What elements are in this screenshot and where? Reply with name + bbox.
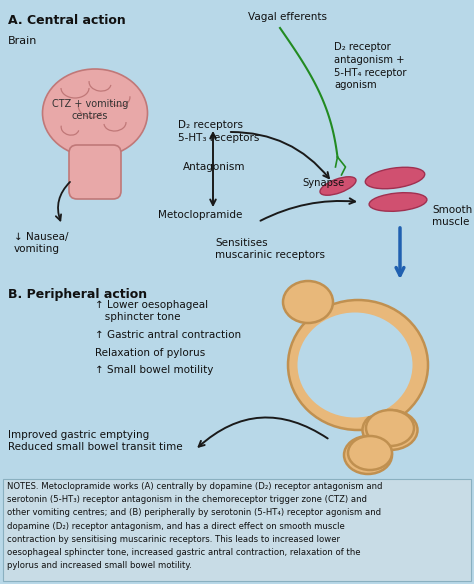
Text: D₂ receptor
antagonism +
5-HT₄ receptor
agonism: D₂ receptor antagonism + 5-HT₄ receptor … bbox=[334, 42, 407, 91]
Text: D₂ receptors
5-HT₃ receptors: D₂ receptors 5-HT₃ receptors bbox=[178, 120, 259, 143]
Text: Improved gastric emptying
Reduced small bowel transit time: Improved gastric emptying Reduced small … bbox=[8, 430, 182, 453]
Text: Antagonism: Antagonism bbox=[183, 162, 246, 172]
Text: NOTES. Metoclopramide works (A) centrally by dopamine (D₂) receptor antagonism a: NOTES. Metoclopramide works (A) centrall… bbox=[7, 482, 383, 491]
Text: Synapse: Synapse bbox=[302, 178, 344, 188]
Ellipse shape bbox=[283, 281, 333, 323]
Text: ↑ Lower oesophageal
   sphincter tone: ↑ Lower oesophageal sphincter tone bbox=[95, 300, 208, 322]
FancyBboxPatch shape bbox=[69, 145, 121, 199]
Ellipse shape bbox=[298, 312, 412, 418]
Text: B. Peripheral action: B. Peripheral action bbox=[8, 288, 147, 301]
Text: CTZ + vomiting
centres: CTZ + vomiting centres bbox=[52, 99, 128, 121]
Text: Vagal efferents: Vagal efferents bbox=[248, 12, 327, 22]
Ellipse shape bbox=[43, 69, 147, 157]
FancyBboxPatch shape bbox=[3, 479, 471, 581]
Ellipse shape bbox=[288, 300, 428, 430]
Text: dopamine (D₂) receptor antagonism, and has a direct effect on smooth muscle: dopamine (D₂) receptor antagonism, and h… bbox=[7, 522, 345, 531]
Ellipse shape bbox=[369, 193, 427, 211]
Text: serotonin (5-HT₃) receptor antagonism in the chemoreceptor trigger zone (CTZ) an: serotonin (5-HT₃) receptor antagonism in… bbox=[7, 495, 367, 504]
Ellipse shape bbox=[320, 177, 356, 195]
Text: A. Central action: A. Central action bbox=[8, 14, 126, 27]
Ellipse shape bbox=[363, 410, 418, 450]
Ellipse shape bbox=[365, 167, 425, 189]
Text: Metoclopramide: Metoclopramide bbox=[158, 210, 242, 220]
Text: ↓ Nausea/
vomiting: ↓ Nausea/ vomiting bbox=[14, 232, 69, 255]
Text: Relaxation of pylorus: Relaxation of pylorus bbox=[95, 348, 205, 358]
Text: Smooth
muscle: Smooth muscle bbox=[432, 205, 472, 227]
Text: pylorus and increased small bowel motility.: pylorus and increased small bowel motili… bbox=[7, 561, 192, 570]
Text: Brain: Brain bbox=[8, 36, 37, 46]
Ellipse shape bbox=[344, 436, 392, 474]
Text: ↑ Gastric antral contraction: ↑ Gastric antral contraction bbox=[95, 330, 241, 340]
Ellipse shape bbox=[348, 436, 392, 470]
Text: Sensitises
muscarinic receptors: Sensitises muscarinic receptors bbox=[215, 238, 325, 260]
Text: ↑ Small bowel motility: ↑ Small bowel motility bbox=[95, 365, 213, 375]
Text: contraction by sensitising muscarinic receptors. This leads to increased lower: contraction by sensitising muscarinic re… bbox=[7, 535, 340, 544]
Text: other vomiting centres; and (B) peripherally by serotonin (5-HT₄) receptor agoni: other vomiting centres; and (B) peripher… bbox=[7, 509, 381, 517]
Ellipse shape bbox=[366, 410, 414, 446]
Text: oesophageal sphincter tone, increased gastric antral contraction, relaxation of : oesophageal sphincter tone, increased ga… bbox=[7, 548, 361, 557]
